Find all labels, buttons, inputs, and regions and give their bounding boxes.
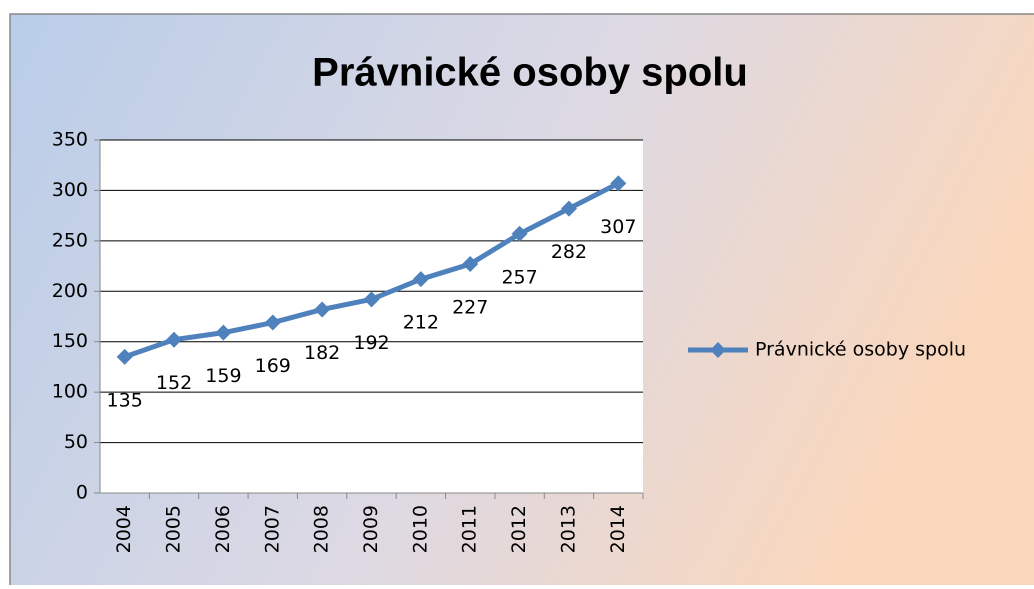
data-label: 135 — [107, 389, 143, 411]
marker — [264, 314, 281, 331]
data-label: 192 — [353, 332, 389, 354]
marker — [610, 175, 627, 192]
y-tick-label: 300 — [52, 179, 88, 201]
data-label: 182 — [304, 342, 340, 364]
marker — [116, 348, 133, 365]
y-tick-label: 50 — [64, 431, 88, 453]
data-label: 282 — [551, 241, 587, 263]
y-tick-label: 250 — [52, 229, 88, 251]
data-label: 307 — [600, 216, 636, 238]
data-label: 227 — [452, 297, 488, 319]
x-tick-label: 2012 — [508, 505, 530, 553]
x-tick-label: 2009 — [360, 505, 382, 553]
y-tick-label: 200 — [52, 280, 88, 302]
x-tick-label: 2004 — [113, 505, 135, 553]
legend-label: Právnické osoby spolu — [755, 339, 966, 361]
data-label: 152 — [156, 372, 192, 394]
x-tick-label: 2013 — [557, 505, 579, 553]
x-tick-label: 2006 — [212, 505, 234, 553]
marker — [363, 291, 380, 308]
marker — [412, 271, 429, 288]
marker — [314, 301, 331, 318]
x-tick-label: 2005 — [163, 505, 185, 553]
data-label: 212 — [403, 312, 439, 334]
y-tick-label: 150 — [52, 330, 88, 352]
chart-title: Právnické osoby spolu — [312, 51, 748, 95]
data-label: 159 — [205, 365, 241, 387]
x-tick-label: 2011 — [459, 505, 481, 553]
marker — [560, 200, 577, 217]
marker — [215, 324, 232, 341]
marker — [511, 225, 528, 242]
y-tick-label: 0 — [76, 482, 88, 504]
x-tick-label: 2010 — [409, 505, 431, 553]
x-tick-label: 2014 — [607, 505, 629, 553]
plot-area — [100, 140, 643, 493]
y-tick-label: 350 — [52, 129, 88, 151]
marker — [462, 256, 479, 273]
data-label: 169 — [255, 355, 291, 377]
marker — [166, 331, 183, 348]
y-tick-label: 100 — [52, 381, 88, 403]
legend-marker — [710, 342, 726, 358]
data-label: 257 — [501, 266, 537, 288]
x-tick-label: 2007 — [261, 505, 283, 553]
x-tick-label: 2008 — [311, 505, 333, 553]
